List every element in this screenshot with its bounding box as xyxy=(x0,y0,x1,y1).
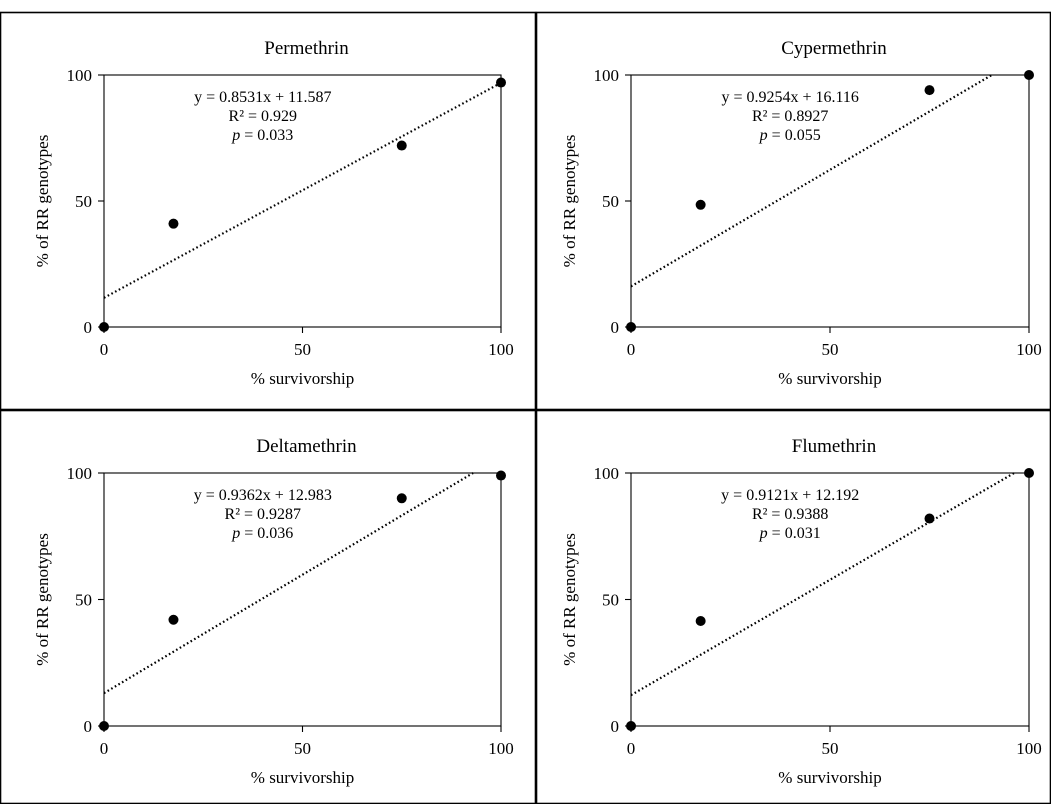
p-value-number: = 0.031 xyxy=(768,525,821,542)
p-value-symbol: p xyxy=(759,525,768,542)
y-tick-label: 50 xyxy=(75,591,92,610)
p-value-number: = 0.036 xyxy=(240,525,293,542)
plot-area xyxy=(630,472,1030,727)
p-value: p = 0.033 xyxy=(231,127,293,144)
trendline xyxy=(103,472,474,695)
chart-panel-3: Deltamethrin 0 50 100 0 50 100 % survivorship % … xyxy=(0,409,537,805)
p-value-number: = 0.033 xyxy=(240,127,293,144)
data-point xyxy=(396,140,407,151)
chart-panel-2: Cypermethrin 0 50 100 0 50 100 % survivorship % … xyxy=(535,11,1051,411)
regression-equation: y = 0.9362x + 12.983 xyxy=(194,487,332,504)
data-point xyxy=(924,85,935,96)
p-value: p = 0.031 xyxy=(759,525,821,542)
p-value-symbol: p xyxy=(231,525,240,542)
data-point xyxy=(496,470,506,481)
data-point xyxy=(168,218,179,229)
y-axis-label: % of RR genotypes xyxy=(33,533,52,666)
data-point xyxy=(168,614,179,625)
data-point xyxy=(1024,468,1034,478)
y-tick-label: 100 xyxy=(594,66,620,85)
plot-area xyxy=(103,74,502,328)
p-value-symbol: p xyxy=(231,127,240,144)
chart-title: Permethrin xyxy=(264,38,349,59)
p-value: p = 0.055 xyxy=(759,127,821,144)
x-tick-label: 0 xyxy=(100,340,109,359)
data-point xyxy=(695,616,706,627)
y-tick-label: 100 xyxy=(67,464,93,483)
y-axis-label: % of RR genotypes xyxy=(560,533,579,666)
y-tick-label: 0 xyxy=(84,717,93,736)
regression-equation: y = 0.8531x + 11.587 xyxy=(194,89,331,106)
data-point xyxy=(1024,70,1034,80)
r-squared: R² = 0.9287 xyxy=(225,506,302,523)
y-tick-label: 50 xyxy=(75,192,92,211)
chart-title: Flumethrin xyxy=(792,436,877,457)
x-tick-label: 50 xyxy=(294,739,311,758)
x-tick-label: 0 xyxy=(627,739,636,758)
y-tick-label: 0 xyxy=(611,318,620,337)
x-tick-label: 100 xyxy=(488,340,514,359)
x-tick-label: 100 xyxy=(488,739,514,758)
r-squared: R² = 0.8927 xyxy=(752,108,829,125)
data-point xyxy=(626,322,636,332)
x-tick-label: 50 xyxy=(294,340,311,359)
y-tick-label: 50 xyxy=(602,591,619,610)
plot-area xyxy=(630,74,1030,328)
p-value-symbol: p xyxy=(759,127,768,144)
regression-equation: y = 0.9121x + 12.192 xyxy=(721,487,859,504)
data-point xyxy=(396,493,407,504)
x-tick-label: 100 xyxy=(1016,739,1042,758)
chart-title: Cypermethrin xyxy=(781,38,887,59)
y-tick-label: 0 xyxy=(84,318,93,337)
y-tick-label: 50 xyxy=(602,192,619,211)
y-axis-label: % of RR genotypes xyxy=(33,135,52,268)
p-value-number: = 0.055 xyxy=(768,127,821,144)
data-point xyxy=(626,721,636,731)
x-axis-label: % survivorship xyxy=(778,768,881,787)
chart-panel-1: Permethrin 0 50 100 0 50 100 % survivorship % of… xyxy=(0,11,537,411)
x-tick-label: 0 xyxy=(100,739,109,758)
data-point xyxy=(496,77,506,88)
x-tick-label: 100 xyxy=(1016,340,1042,359)
plot-area xyxy=(103,472,502,727)
y-tick-label: 100 xyxy=(67,66,93,85)
data-point xyxy=(99,322,109,332)
data-point xyxy=(99,721,109,731)
r-squared: R² = 0.929 xyxy=(229,108,298,125)
trendline xyxy=(630,74,993,288)
chart-panel-4: Flumethrin 0 50 100 0 50 100 % survivorship % of… xyxy=(535,409,1051,805)
regression-equation: y = 0.9254x + 16.116 xyxy=(721,89,858,106)
panel-border xyxy=(0,11,537,411)
x-axis-label: % survivorship xyxy=(251,369,354,388)
y-axis-label: % of RR genotypes xyxy=(560,135,579,268)
p-value: p = 0.036 xyxy=(231,525,293,542)
x-tick-label: 50 xyxy=(822,739,839,758)
x-axis-label: % survivorship xyxy=(778,369,881,388)
r-squared: R² = 0.9388 xyxy=(752,506,829,523)
x-tick-label: 50 xyxy=(822,340,839,359)
y-tick-label: 100 xyxy=(594,464,620,483)
chart-title: Deltamethrin xyxy=(256,436,357,457)
trendline xyxy=(103,81,502,299)
data-point xyxy=(924,513,935,524)
data-point xyxy=(695,199,706,210)
x-axis-label: % survivorship xyxy=(251,768,354,787)
y-tick-label: 0 xyxy=(611,717,620,736)
x-tick-label: 0 xyxy=(627,340,636,359)
